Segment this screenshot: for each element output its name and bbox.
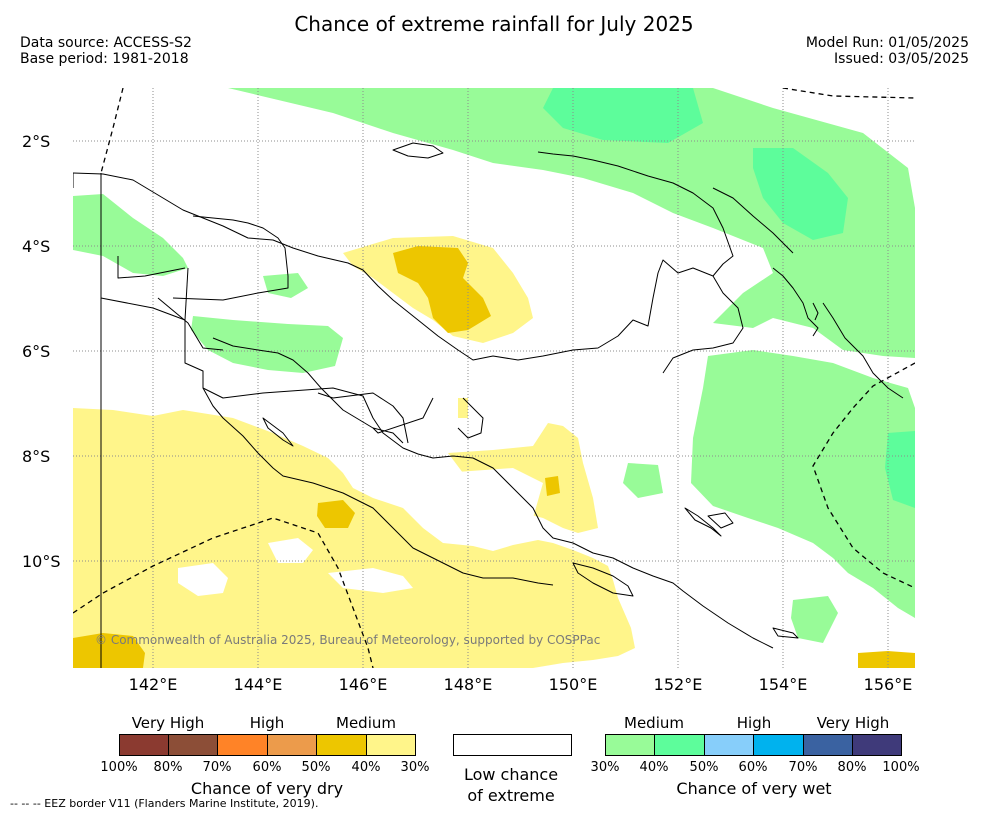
wet-swatch-60-70 [753,734,804,756]
dry-pct-label: 100% [100,760,138,775]
copyright-notice: © Commonwealth of Australia 2025, Bureau… [95,633,601,647]
dry-legend-caption: Chance of very dry [190,779,344,798]
neutral-caption-line2: of extreme [467,786,555,805]
dry-swatch-80-100 [119,734,169,756]
dry-category-very-high: Very High [131,714,205,732]
neutral-caption-line1: Low chance [463,765,559,784]
wet-pct-label: 30% [590,760,620,775]
wet-medium-high-regions [543,88,915,508]
model-run-text: Model Run: 01/05/2025 [805,35,969,51]
wet-category-very-high: Very High [816,714,890,732]
neutral-legend-caption: Low chance of extreme [464,764,558,806]
dry-swatch-70-80 [168,734,218,756]
wet-category-medium: Medium [624,714,684,732]
wet-swatch-70-80 [803,734,853,756]
dry-category-medium: Medium [336,714,396,732]
eez-footnote: -- -- -- EEZ border V11 (Flanders Marine… [10,797,319,810]
wet-swatch-40-50 [654,734,705,756]
lon-label-144e: 144°E [233,675,283,694]
wet-category-high: High [736,714,772,732]
dry-pct-label: 60% [252,760,282,775]
base-period-text: Base period: 1981-2018 [20,51,189,67]
neutral-swatch [453,734,572,756]
run-info: Model Run: 01/05/2025 Issued: 03/05/2025 [806,35,969,67]
wet-swatch-50-60 [704,734,754,756]
lat-label-8s: 8°S [22,447,51,466]
wet-pct-label: 40% [639,760,669,775]
lat-label-6s: 6°S [22,342,51,361]
dry-swatch-60-70 [217,734,268,756]
dry-swatch-30-40 [366,734,416,756]
lon-label-150e: 150°E [548,675,598,694]
lon-label-146e: 146°E [338,675,388,694]
dry-pct-label: 30% [400,760,430,775]
dry-swatch-40-50 [316,734,367,756]
dry-pct-label: 40% [351,760,381,775]
dry-medium-high-regions [73,246,915,668]
dry-category-high: High [249,714,285,732]
wet-medium-low-regions [73,88,915,643]
source-info: Data source: ACCESS-S2 Base period: 1981… [20,35,192,67]
lon-label-156e: 156°E [863,675,913,694]
lon-label-142e: 142°E [128,675,178,694]
issued-text: Issued: 03/05/2025 [834,51,969,67]
white-gaps [178,468,543,596]
rainfall-map [73,88,915,668]
wet-pct-label: 100% [882,760,920,775]
wet-swatch-80-100 [852,734,902,756]
lat-label-2s: 2°S [22,132,51,151]
lon-label-148e: 148°E [443,675,493,694]
wet-pct-label: 70% [788,760,818,775]
lat-label-4s: 4°S [22,237,51,256]
wet-legend-caption: Chance of very wet [676,779,832,798]
lon-label-154e: 154°E [758,675,808,694]
wet-pct-label: 50% [689,760,719,775]
wet-pct-label: 60% [738,760,768,775]
wet-swatch-30-40 [605,734,655,756]
dry-swatch-50-60 [267,734,317,756]
lon-label-152e: 152°E [653,675,703,694]
graticule [73,88,915,668]
coastlines [73,142,904,668]
dry-pct-label: 50% [301,760,331,775]
map-title: Chance of extreme rainfall for July 2025 [294,12,694,36]
dry-pct-label: 70% [202,760,232,775]
dry-pct-label: 80% [153,760,183,775]
data-source-text: Data source: ACCESS-S2 [20,35,192,51]
lat-label-10s: 10°S [22,552,61,571]
wet-pct-label: 80% [837,760,867,775]
eez-borders [73,88,915,668]
